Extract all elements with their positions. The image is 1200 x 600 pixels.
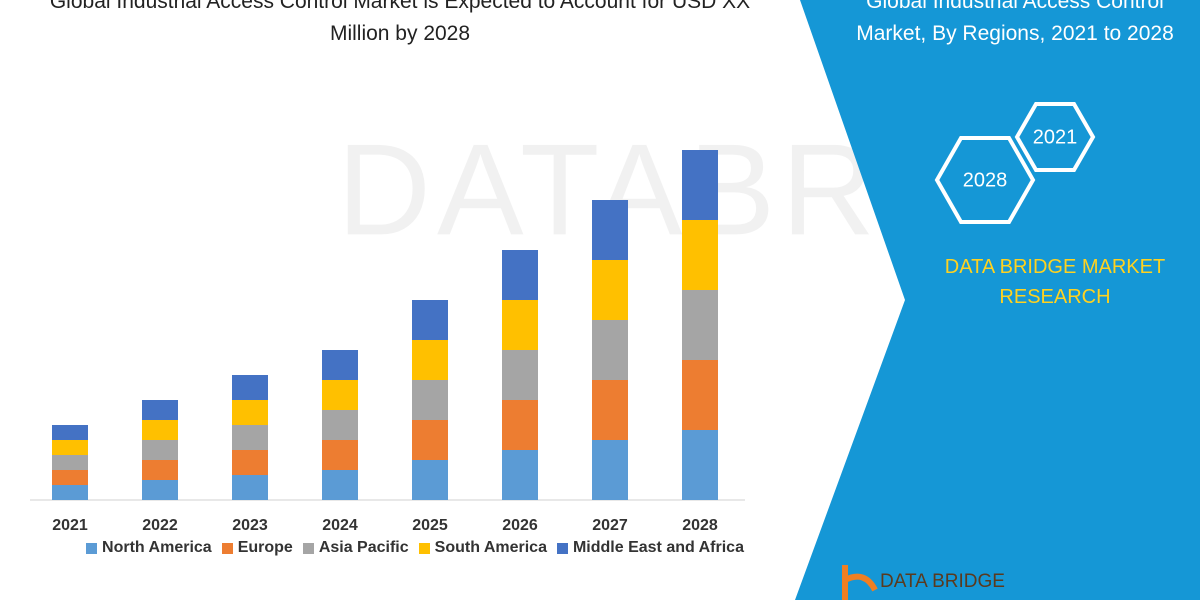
side-panel [795,0,1200,600]
legend-swatch [86,542,98,554]
legend-item: Middle East and Africa [556,539,744,557]
legend-item: Asia Pacific [302,539,409,557]
bar-segment [142,460,178,480]
bar-segment [232,475,268,500]
bar-segment [322,440,358,470]
x-tick-label: 2022 [142,517,178,534]
x-tick-label: 2028 [682,517,718,534]
bar-segment [52,485,88,500]
chart-title: Global Industrial Access Control Market … [49,0,751,45]
x-tick-label: 2027 [592,517,628,534]
bar-segment [502,450,538,500]
bar-segment [412,380,448,420]
bar-segment [412,300,448,340]
bar-segment [322,410,358,440]
legend-item: Europe [221,539,293,557]
x-tick-label: 2026 [502,517,538,534]
legend-label: Asia Pacific [318,539,409,556]
bar-segment [52,425,88,440]
bar-segment [142,440,178,460]
bar-segment [52,470,88,485]
legend-swatch [556,542,568,554]
bar-segment [232,450,268,475]
panel-title: Global Industrial Access Control Market,… [856,0,1174,45]
bar-segment [682,430,718,500]
legend-label: North America [102,539,212,556]
legend-label: South America [434,539,547,556]
bar-segment [412,460,448,500]
hexagon [1014,102,1096,172]
hex-label: 2028 [963,169,1008,191]
bar-segment [232,425,268,450]
bar-segment [142,480,178,500]
legend-swatch [221,542,233,554]
bar-segment [52,440,88,455]
bar-segment [592,320,628,380]
legend-item: South America [418,539,547,557]
bar-segment [322,350,358,380]
hexagon [934,136,1036,224]
bar-segment [682,150,718,220]
bar-segment [232,375,268,400]
x-tick-label: 2025 [412,517,448,534]
x-tick-label: 2023 [232,517,268,534]
bar-segment [592,440,628,500]
bar-segment [682,360,718,430]
bar-segment [502,250,538,300]
bar-segment [502,400,538,450]
bar-segment [142,400,178,420]
bar-segment [142,420,178,440]
bar-segment [322,470,358,500]
x-tick-label: 2024 [322,517,358,534]
hex-label: 2021 [1033,126,1078,148]
logo-icon [842,565,878,600]
bar-segment [682,290,718,360]
bar-segment [322,380,358,410]
bar-segment [592,380,628,440]
bar-segment [592,260,628,320]
legend-label: Europe [237,539,293,556]
legend-item: North America [86,539,212,557]
logo-text: DATA BRIDGE [880,571,1005,592]
bar-segment [682,220,718,290]
bar-segment [592,200,628,260]
bar-segment [502,300,538,350]
bar-segment [52,455,88,470]
legend-swatch [302,542,314,554]
legend-label: Middle East and Africa [572,539,744,556]
bar-segment [412,420,448,460]
legend-swatch [418,542,430,554]
x-tick-label: 2021 [52,517,88,534]
bar-segment [412,340,448,380]
legend: North America Europe Asia Pacific South Ame… [40,539,790,557]
bar-segment [232,400,268,425]
brand: DATA BRIDGE MARKET RESEARCH [944,256,1166,308]
bar-segment [502,350,538,400]
